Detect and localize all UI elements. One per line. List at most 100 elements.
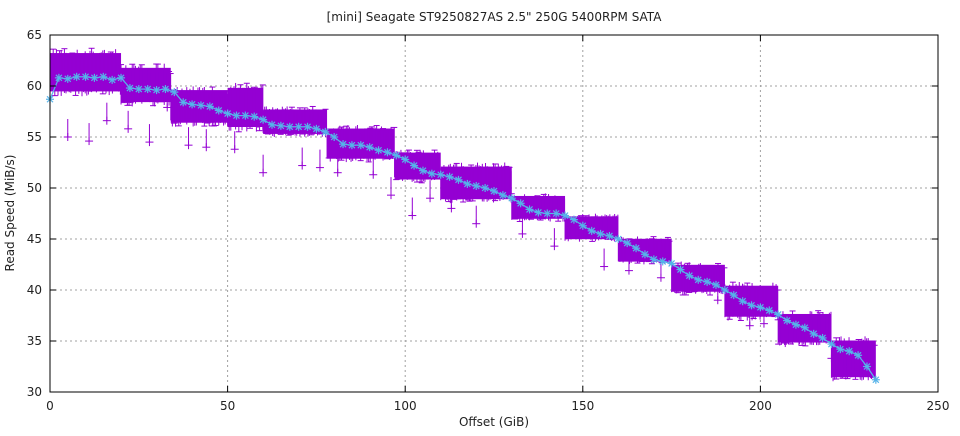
average-point [205,102,214,111]
average-point [223,109,232,118]
x-tick-label: 250 [927,399,950,413]
marker-stroke [197,101,205,109]
y-tick-label: 50 [27,181,42,195]
x-tick-label: 0 [46,399,54,413]
average-point [791,320,800,329]
marker-stroke [366,143,374,151]
marker-stroke [792,321,800,329]
marker-stroke [632,244,640,252]
average-point [578,221,587,230]
average-point [658,257,667,266]
average-point [161,85,170,94]
average-point [259,115,268,124]
x-tick-label: 50 [220,399,235,413]
outlier-point [600,248,609,271]
marker-stroke [463,180,471,188]
marker-stroke [455,176,462,184]
average-point [250,112,259,121]
y-tick-label: 30 [27,385,42,399]
x-axis-label: Offset (GiB) [459,415,529,429]
average-point [854,351,863,360]
average-point [427,169,436,178]
marker-stroke [437,171,445,179]
average-point [587,226,596,235]
average-point [845,347,854,356]
average-point [276,121,285,130]
marker-stroke [650,255,658,263]
outlier-point [472,205,481,228]
marker-stroke [721,286,729,294]
outlier-point [163,89,172,112]
average-point [410,161,419,170]
sample-band [118,63,174,107]
marker-stroke [845,347,853,355]
average-point [330,133,339,141]
average-point [783,316,792,325]
sample-band [616,236,673,265]
average-point [454,175,463,184]
marker-stroke [765,306,773,314]
marker-stroke [384,148,391,156]
average-point [321,127,330,136]
marker-stroke [348,141,356,149]
average-point [685,271,694,280]
average-point [401,155,410,164]
outlier-point [426,180,435,203]
marker-stroke [854,351,862,359]
average-point [862,362,871,371]
average-point [694,275,703,284]
marker-stroke [304,123,311,131]
marker-stroke [259,116,267,124]
average-point [747,301,756,310]
average-point [596,229,605,238]
average-point [179,98,188,107]
average-point [436,170,445,179]
average-point [152,86,161,95]
outlier-point [386,177,395,200]
marker-stroke [428,170,436,178]
outlier-point [781,325,790,348]
average-point [170,88,179,97]
marker-stroke [739,297,747,305]
marker-stroke [410,162,418,169]
sample-band [724,281,781,322]
average-point [649,255,658,264]
average-point [605,231,614,240]
average-point [800,323,809,332]
average-point [543,209,552,218]
x-tick-label: 200 [749,399,772,413]
sample-band [262,105,329,137]
marker-stroke [606,232,613,240]
average-point [534,208,543,217]
outlier-point [202,129,211,152]
marker-stroke [170,88,178,96]
average-point [63,74,72,83]
average-point [490,187,498,196]
marker-stroke [162,85,169,93]
sample-band [830,336,878,382]
y-tick-label: 40 [27,283,42,297]
average-point [703,277,712,286]
marker-stroke [401,156,409,163]
marker-stroke [570,216,578,224]
average-point [614,235,623,243]
marker-stroke [90,74,98,82]
marker-stroke [490,187,498,195]
marker-stroke [623,239,631,247]
outlier-point [333,154,342,177]
marker-stroke [179,98,187,106]
marker-stroke [117,74,125,82]
marker-stroke [597,230,604,238]
outlier-point [408,197,417,220]
marker-stroke [614,235,622,243]
sample-band [227,82,266,133]
marker-stroke [517,199,525,207]
marker-stroke [836,345,844,353]
outlier-point [230,131,239,154]
marker-stroke [730,291,738,299]
average-point [339,140,348,149]
average-point [640,250,649,259]
average-point [81,72,90,81]
average-point [347,141,356,150]
sample-band [49,47,122,97]
